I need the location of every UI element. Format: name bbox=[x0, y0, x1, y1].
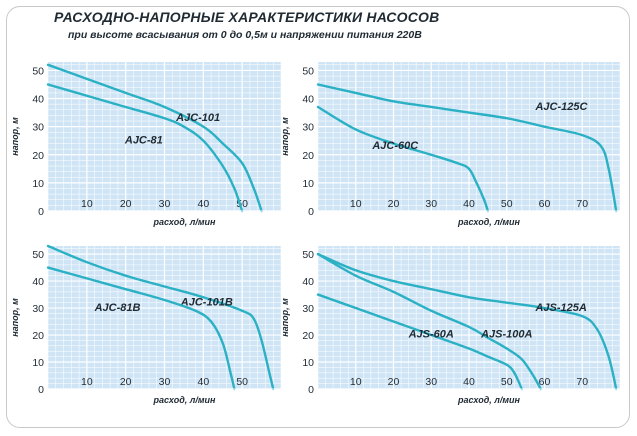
x-tick-label: 10 bbox=[81, 198, 93, 210]
x-tick-label: 40 bbox=[197, 198, 209, 210]
y-tick-label: 20 bbox=[32, 150, 44, 162]
series-label: AJS-125A bbox=[534, 302, 586, 314]
x-tick-label: 20 bbox=[388, 198, 400, 210]
y-tick-label: 40 bbox=[32, 276, 44, 288]
series-line-ajc-101b bbox=[46, 244, 275, 391]
y-tick-label: 30 bbox=[32, 303, 44, 315]
x-axis-label: расход, л/мин bbox=[153, 395, 216, 405]
chart-panel-4: 0 10 20 30 40 50 10 20 30 40 50 60 70 расход, л/мин на… bbox=[280, 246, 621, 405]
series-line-ajs-60a bbox=[316, 293, 524, 391]
x-axis-label: расход, л/мин bbox=[153, 217, 216, 227]
x-axis-label: расход, л/мин bbox=[457, 217, 520, 227]
series-label: AJC-81B bbox=[94, 302, 141, 314]
x-tick-label: 30 bbox=[159, 376, 171, 388]
y-axis-label: напор, м bbox=[280, 117, 290, 156]
x-tick-label: 30 bbox=[425, 376, 437, 388]
y-tick-label: 50 bbox=[32, 249, 44, 261]
x-tick-label: 60 bbox=[539, 376, 551, 388]
y-tick-label: 40 bbox=[302, 94, 314, 106]
y-axis-label: напор, м bbox=[10, 298, 20, 337]
series-label: AJC-101B bbox=[180, 296, 233, 308]
series-label: AJS-60A bbox=[408, 329, 454, 341]
y-tick-label: 30 bbox=[32, 122, 44, 134]
outer-frame bbox=[6, 6, 630, 428]
y-tick-label: 50 bbox=[302, 65, 314, 77]
page-title: РАСХОДНО-НАПОРНЫЕ ХАРАКТЕРИСТИКИ НАСОСОВ bbox=[54, 9, 440, 25]
series-label: AJS-100A bbox=[480, 329, 532, 341]
y-tick-label: 20 bbox=[32, 330, 44, 342]
x-tick-label: 40 bbox=[463, 376, 475, 388]
x-tick-label: 60 bbox=[539, 198, 551, 210]
y-tick-label: 30 bbox=[302, 122, 314, 134]
series-label: AJC-125C bbox=[534, 101, 588, 113]
x-tick-label: 10 bbox=[350, 376, 362, 388]
y-tick-label: 20 bbox=[302, 330, 314, 342]
series-line-ajs-100a bbox=[316, 252, 542, 391]
series-line-ajc-125c bbox=[316, 83, 618, 213]
y-tick-label: 10 bbox=[302, 357, 314, 369]
y-tick-label: 40 bbox=[32, 94, 44, 106]
series-line-ajs-125a bbox=[316, 252, 618, 391]
series-label: AJC-101 bbox=[175, 112, 220, 124]
chart-panel-1: 0 10 20 30 40 50 10 20 30 40 50 расход, л/мин напор,… bbox=[10, 62, 282, 227]
page-subtitle: при высоте всасывания от 0 до 0,5м и нап… bbox=[68, 29, 422, 41]
x-tick-label: 50 bbox=[501, 198, 513, 210]
x-tick-label: 10 bbox=[350, 198, 362, 210]
x-axis-label: расход, л/мин bbox=[457, 395, 520, 405]
series-line-ajc-81 bbox=[46, 83, 244, 213]
y-axis-label: напор, м bbox=[10, 117, 20, 156]
series-line-ajc-101 bbox=[46, 63, 263, 213]
x-tick-label: 40 bbox=[463, 198, 475, 210]
series-line-ajc-81b bbox=[46, 266, 236, 391]
y-tick-label: 50 bbox=[302, 249, 314, 261]
x-tick-label: 50 bbox=[236, 198, 248, 210]
y-tick-label: 0 bbox=[308, 206, 314, 218]
x-tick-label: 30 bbox=[425, 198, 437, 210]
y-tick-label: 0 bbox=[38, 206, 44, 218]
x-tick-label: 50 bbox=[501, 376, 513, 388]
chart-panel-2: 0 10 20 30 40 50 10 20 30 40 50 60 70 расход, л/мин на… bbox=[280, 62, 621, 227]
x-tick-label: 20 bbox=[120, 376, 132, 388]
series-label: AJC-60C bbox=[371, 140, 419, 152]
y-tick-label: 20 bbox=[302, 150, 314, 162]
y-tick-label: 10 bbox=[32, 357, 44, 369]
y-tick-label: 40 bbox=[302, 276, 314, 288]
y-tick-label: 50 bbox=[32, 65, 44, 77]
series-line-ajc-60c bbox=[316, 105, 490, 213]
x-tick-label: 20 bbox=[120, 198, 132, 210]
x-tick-label: 20 bbox=[388, 376, 400, 388]
y-axis-label: напор, м bbox=[280, 298, 290, 337]
y-tick-label: 0 bbox=[308, 384, 314, 396]
x-tick-label: 50 bbox=[236, 376, 248, 388]
y-tick-label: 0 bbox=[38, 384, 44, 396]
chart-panel-3: 0 10 20 30 40 50 10 20 30 40 50 расход, л/мин напор,… bbox=[10, 244, 282, 405]
y-tick-label: 10 bbox=[32, 178, 44, 190]
x-tick-label: 40 bbox=[197, 376, 209, 388]
x-tick-label: 30 bbox=[159, 198, 171, 210]
x-tick-label: 10 bbox=[81, 376, 93, 388]
y-tick-label: 10 bbox=[302, 178, 314, 190]
x-tick-label: 70 bbox=[576, 376, 588, 388]
y-tick-label: 30 bbox=[302, 303, 314, 315]
series-label: AJC-81 bbox=[124, 135, 163, 147]
x-tick-label: 70 bbox=[576, 198, 588, 210]
